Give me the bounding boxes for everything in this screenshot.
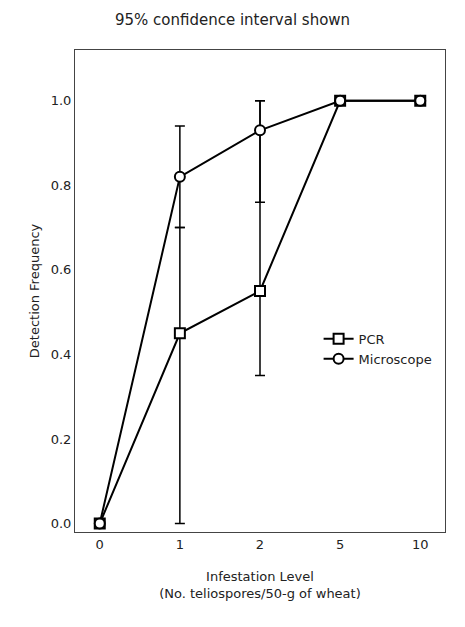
svg-text:Infestation Level(No. teliospo: Infestation Level(No. teliospores/50-g o… — [159, 569, 361, 601]
svg-text:Detection Frequency: Detection Frequency — [27, 223, 42, 358]
svg-text:0.4: 0.4 — [51, 347, 72, 362]
svg-text:1: 1 — [176, 537, 184, 552]
svg-text:95% confidence interval shown: 95% confidence interval shown — [115, 11, 350, 29]
svg-text:PCR: PCR — [359, 332, 385, 347]
svg-text:0.6: 0.6 — [51, 262, 72, 277]
svg-text:0.2: 0.2 — [51, 432, 72, 447]
svg-text:0: 0 — [96, 537, 104, 552]
svg-text:5: 5 — [336, 537, 344, 552]
svg-text:2: 2 — [256, 537, 264, 552]
svg-text:0.8: 0.8 — [51, 178, 72, 193]
svg-text:Microscope: Microscope — [359, 352, 432, 367]
svg-text:10: 10 — [412, 537, 429, 552]
svg-text:0.0: 0.0 — [51, 516, 72, 531]
svg-text:1.0: 1.0 — [51, 93, 72, 108]
